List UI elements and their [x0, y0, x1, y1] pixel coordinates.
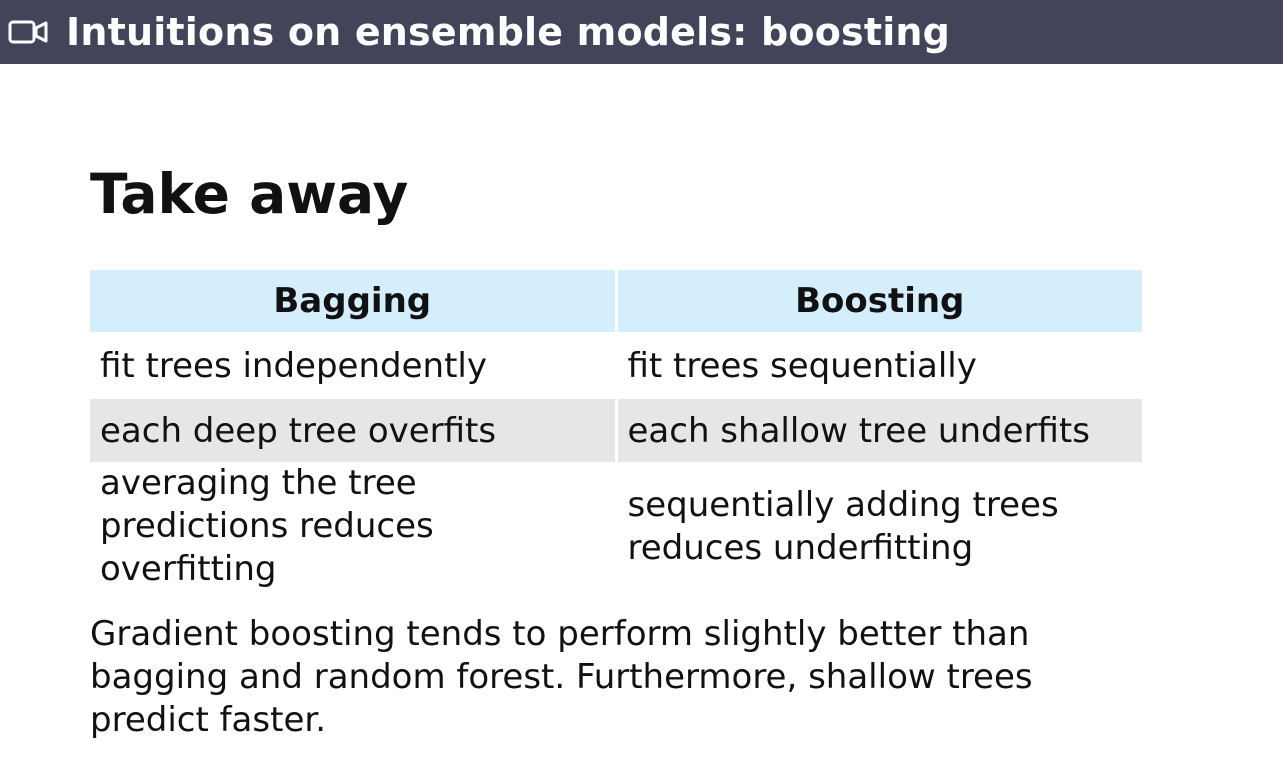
- video-title: Intuitions on ensemble models: boosting: [66, 10, 951, 54]
- table-header-row: Bagging Boosting: [90, 270, 1142, 332]
- table-row: fit trees independently fit trees sequen…: [90, 332, 1142, 399]
- table-cell: fit trees independently: [90, 332, 616, 399]
- table-cell: each shallow tree underfits: [614, 399, 1142, 462]
- table-row: averaging the tree predictions reduces o…: [90, 462, 1142, 591]
- slide: Take away Bagging Boosting fit trees ind…: [0, 64, 1283, 767]
- table-cell: sequentially adding trees reduces underf…: [614, 462, 1142, 591]
- column-header-boosting: Boosting: [614, 270, 1142, 332]
- video-icon: [8, 17, 50, 47]
- table-cell: fit trees sequentially: [614, 332, 1142, 399]
- table-row: each deep tree overfits each shallow tre…: [90, 399, 1142, 462]
- summary-text: Gradient boosting tends to perform sligh…: [90, 614, 1033, 740]
- comparison-table: Bagging Boosting fit trees independently…: [90, 270, 1142, 591]
- table-cell: averaging the tree predictions reduces o…: [90, 462, 616, 591]
- slide-heading: Take away: [90, 162, 409, 226]
- table-cell: each deep tree overfits: [90, 399, 616, 462]
- title-bar: Intuitions on ensemble models: boosting: [0, 0, 1283, 64]
- column-header-bagging: Bagging: [90, 270, 616, 332]
